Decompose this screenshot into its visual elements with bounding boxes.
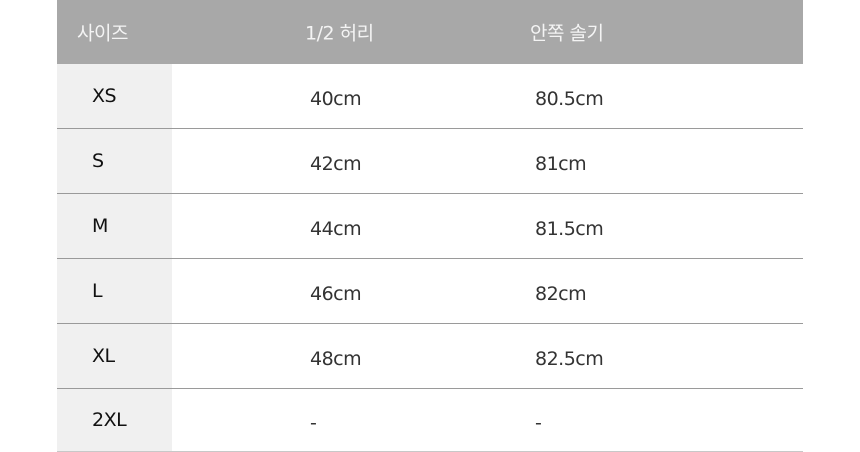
header-size: 사이즈 (77, 22, 128, 45)
size-cell: S (92, 150, 104, 172)
inseam-cell: 81cm (535, 153, 587, 175)
table-row: M 44cm 81.5cm (57, 194, 803, 259)
half-waist-cell: 48cm (310, 348, 362, 370)
table-row: S 42cm 81cm (57, 129, 803, 194)
inseam-cell: - (535, 412, 542, 434)
size-cell: M (92, 215, 108, 237)
size-cell: XS (92, 85, 117, 107)
size-cell-bg (57, 64, 172, 128)
size-cell: 2XL (92, 409, 127, 431)
header-inseam: 안쪽 솔기 (530, 22, 604, 45)
header-half-waist: 1/2 허리 (305, 22, 374, 45)
size-cell-bg (57, 194, 172, 258)
inseam-cell: 80.5cm (535, 88, 604, 110)
size-cell-bg (57, 259, 172, 323)
half-waist-cell: 46cm (310, 283, 362, 305)
inseam-cell: 82.5cm (535, 348, 604, 370)
inseam-cell: 81.5cm (535, 218, 604, 240)
half-waist-cell: - (310, 412, 317, 434)
half-waist-cell: 44cm (310, 218, 362, 240)
inseam-cell: 82cm (535, 283, 587, 305)
size-cell-bg (57, 389, 172, 451)
table-header: 사이즈 1/2 허리 안쪽 솔기 (57, 0, 803, 64)
size-cell: XL (92, 345, 115, 367)
size-chart-table: 사이즈 1/2 허리 안쪽 솔기 XS 40cm 80.5cm S 42cm 81cm M 4… (57, 0, 803, 452)
size-cell-bg (57, 129, 172, 193)
size-cell-bg (57, 324, 172, 388)
table-row: 2XL - - (57, 389, 803, 452)
table-row: L 46cm 82cm (57, 259, 803, 324)
half-waist-cell: 42cm (310, 153, 362, 175)
table-row: XS 40cm 80.5cm (57, 64, 803, 129)
table-row: XL 48cm 82.5cm (57, 324, 803, 389)
size-cell: L (92, 280, 103, 302)
half-waist-cell: 40cm (310, 88, 362, 110)
